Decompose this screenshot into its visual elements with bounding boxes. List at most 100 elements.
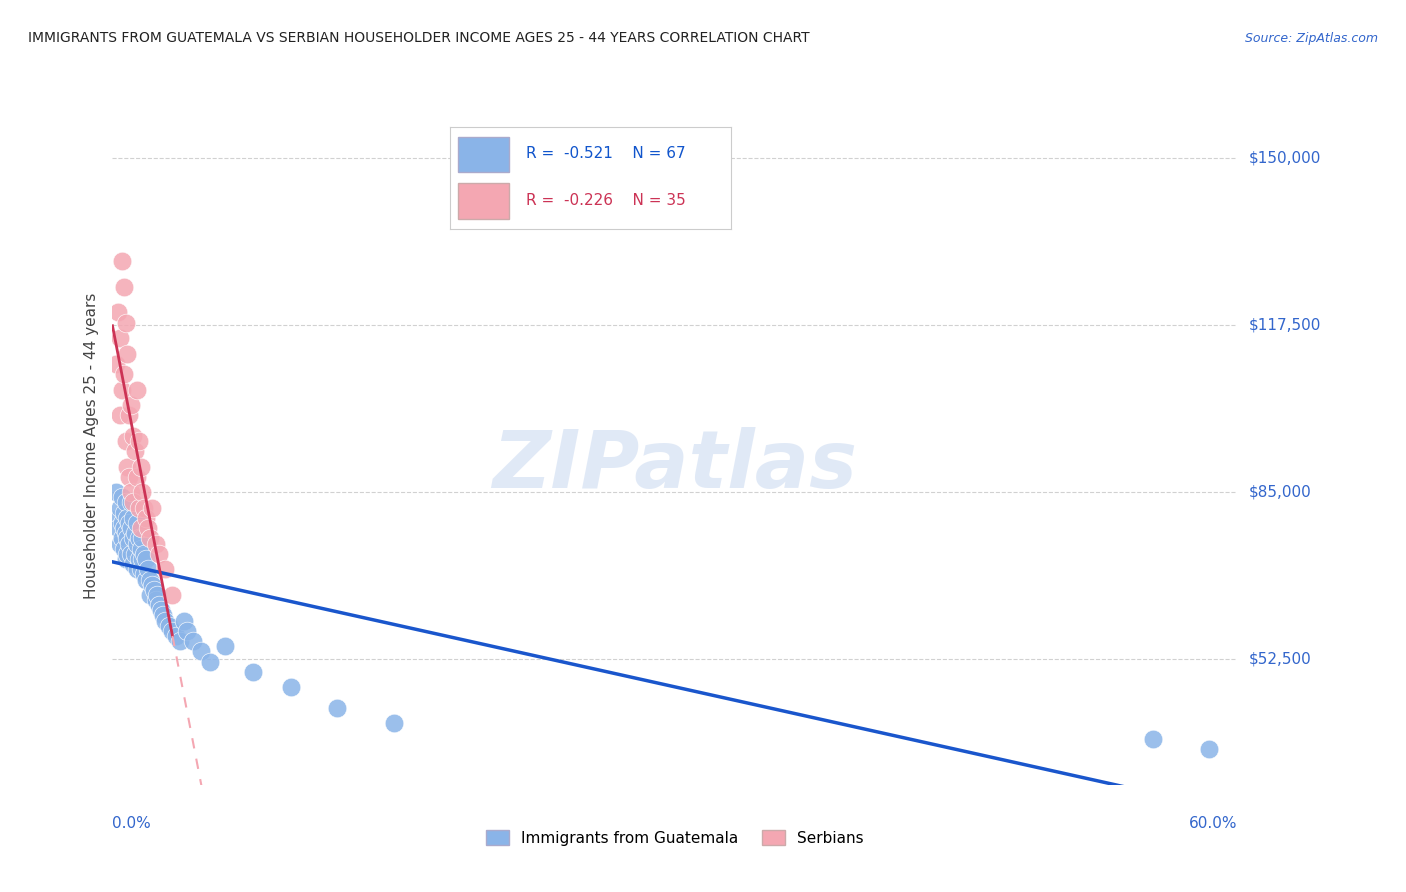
Point (176, 624, 198, 638)
Point (1198, 742, 1220, 756)
Point (108, 408, 131, 422)
Point (142, 582, 165, 597)
Point (117, 346, 139, 360)
Point (120, 547, 142, 561)
Point (135, 573, 157, 587)
Point (141, 577, 163, 591)
Point (120, 521, 142, 535)
Point (162, 588, 184, 602)
Point (169, 634, 191, 648)
Point (111, 491, 134, 505)
Point (148, 598, 170, 612)
Point (111, 383, 134, 397)
Point (382, 716, 405, 731)
Text: $150,000: $150,000 (1249, 151, 1320, 166)
Point (111, 254, 134, 268)
Point (112, 506, 135, 520)
Text: IMMIGRANTS FROM GUATEMALA VS SERBIAN HOUSEHOLDER INCOME AGES 25 - 44 YEARS CORRE: IMMIGRANTS FROM GUATEMALA VS SERBIAN HOU… (28, 30, 810, 45)
Point (145, 536, 167, 550)
Point (181, 634, 204, 648)
Point (128, 500, 150, 515)
Point (146, 588, 169, 602)
Point (214, 640, 236, 654)
Point (150, 603, 173, 617)
Text: 0.0%: 0.0% (112, 815, 152, 830)
Point (136, 521, 159, 535)
Point (122, 532, 145, 546)
Text: 60.0%: 60.0% (1189, 815, 1237, 830)
Point (114, 526, 136, 541)
Point (120, 485, 142, 500)
Point (135, 552, 157, 566)
Point (129, 521, 152, 535)
Point (1142, 731, 1164, 746)
Point (153, 614, 176, 628)
Text: ZIPatlas: ZIPatlas (492, 427, 858, 506)
Point (128, 552, 150, 566)
Point (114, 495, 136, 509)
Point (129, 562, 152, 576)
Point (108, 331, 131, 345)
Point (128, 532, 150, 546)
Point (117, 547, 139, 561)
Point (139, 573, 162, 587)
Point (118, 516, 141, 530)
Point (112, 521, 135, 535)
Point (125, 516, 148, 530)
Point (135, 511, 157, 525)
Y-axis label: Householder Income Ages 25 - 44 years: Householder Income Ages 25 - 44 years (84, 293, 100, 599)
Point (108, 536, 131, 550)
Point (139, 588, 162, 602)
Point (162, 624, 184, 638)
Point (112, 541, 135, 556)
Point (125, 536, 148, 550)
Point (152, 608, 174, 623)
Point (105, 485, 128, 500)
Point (326, 701, 349, 715)
Point (125, 470, 148, 484)
Text: $85,000: $85,000 (1249, 484, 1312, 500)
Point (124, 547, 146, 561)
Point (198, 655, 221, 669)
Text: $52,500: $52,500 (1249, 652, 1312, 666)
Point (122, 511, 145, 525)
Point (129, 541, 152, 556)
Point (122, 495, 145, 509)
Point (128, 434, 150, 448)
Point (190, 644, 212, 658)
Point (118, 470, 141, 484)
Point (280, 681, 302, 695)
Point (122, 557, 145, 571)
Point (124, 526, 146, 541)
Point (125, 383, 148, 397)
Text: $117,500: $117,500 (1249, 318, 1320, 333)
Point (242, 665, 264, 679)
Point (114, 434, 136, 448)
Point (111, 516, 134, 530)
Point (105, 357, 128, 371)
Point (117, 511, 139, 525)
Point (134, 547, 156, 561)
Point (165, 629, 187, 643)
Point (134, 567, 156, 582)
Point (118, 408, 141, 422)
Point (139, 532, 162, 546)
Point (118, 536, 141, 550)
Point (122, 428, 145, 442)
Point (108, 500, 131, 515)
Point (114, 552, 136, 566)
Point (157, 619, 180, 633)
Point (114, 316, 136, 330)
Point (124, 444, 146, 458)
Point (153, 562, 176, 576)
Point (131, 485, 153, 500)
Text: Source: ZipAtlas.com: Source: ZipAtlas.com (1244, 31, 1378, 45)
Point (145, 593, 167, 607)
Point (107, 305, 129, 319)
Point (117, 459, 139, 474)
Point (134, 500, 156, 515)
Point (112, 280, 135, 294)
Point (107, 511, 129, 525)
Point (129, 459, 152, 474)
Point (131, 532, 153, 546)
